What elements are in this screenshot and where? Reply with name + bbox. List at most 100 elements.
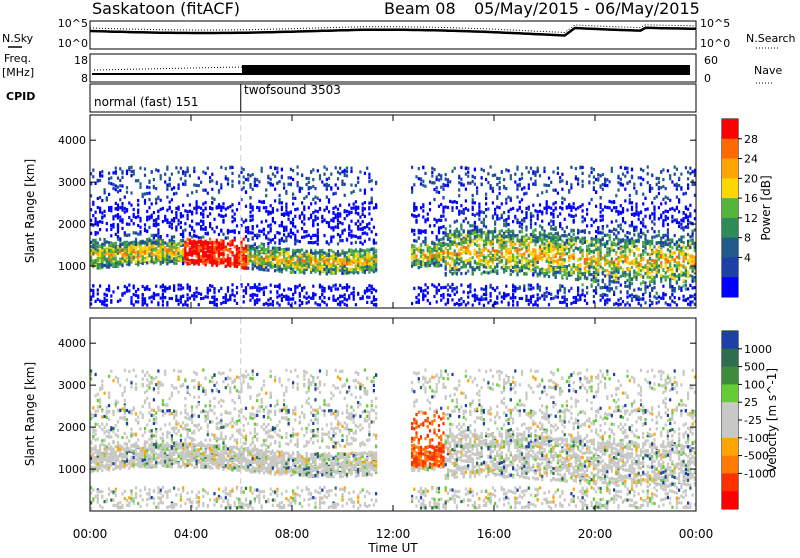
range-gate-cell <box>339 234 341 237</box>
range-gate-cell <box>151 234 153 237</box>
range-gate-cell <box>285 268 287 271</box>
range-gate-cell <box>364 231 366 234</box>
range-gate-cell <box>252 255 254 258</box>
range-gate-cell <box>476 192 478 195</box>
range-gate-cell <box>218 246 220 249</box>
range-gate-cell <box>460 223 462 226</box>
range-gate-cell <box>339 253 341 256</box>
range-gate-cell <box>249 203 251 206</box>
range-gate-cell <box>297 165 299 168</box>
range-gate-cell <box>182 249 184 252</box>
range-gate-cell <box>348 259 350 262</box>
range-gate-cell <box>294 285 296 288</box>
range-gate-cell <box>292 253 294 256</box>
range-gate-cell <box>166 244 168 247</box>
range-gate-cell <box>182 262 184 265</box>
range-gate-cell <box>209 212 211 215</box>
range-gate-cell <box>371 287 373 290</box>
range-gate-cell <box>350 263 352 266</box>
range-gate-cell <box>433 249 435 252</box>
range-gate-cell <box>550 257 552 260</box>
range-gate-cell <box>431 174 433 177</box>
range-gate-cell <box>438 239 440 242</box>
range-gate-cell <box>171 223 173 226</box>
range-gate-cell <box>254 258 256 261</box>
range-gate-cell <box>344 251 346 254</box>
range-gate-cell <box>314 218 316 221</box>
range-gate-cell <box>272 210 274 213</box>
range-gate-cell <box>499 217 501 220</box>
range-gate-cell <box>532 170 534 173</box>
range-gate-cell <box>373 247 375 250</box>
range-gate-cell <box>112 290 114 293</box>
range-gate-cell <box>422 240 424 243</box>
range-gate-cell <box>155 293 157 296</box>
range-gate-cell <box>485 202 487 205</box>
range-gate-cell <box>447 301 449 304</box>
range-gate-cell <box>337 187 339 190</box>
range-gate-cell <box>276 249 278 252</box>
range-gate-cell <box>339 239 341 242</box>
range-gate-cell <box>202 254 204 257</box>
range-gate-cell <box>207 296 209 299</box>
range-gate-cell <box>541 238 543 241</box>
range-gate-cell <box>133 213 135 216</box>
range-gate-cell <box>483 221 485 224</box>
range-gate-cell <box>220 247 222 250</box>
range-gate-cell <box>301 174 303 177</box>
range-gate-cell <box>501 259 503 262</box>
range-gate-cell <box>447 293 449 296</box>
range-gate-cell <box>182 170 184 173</box>
range-gate-cell <box>288 252 290 255</box>
range-gate-cell <box>301 261 303 264</box>
range-gate-cell <box>420 260 422 263</box>
range-gate-cell <box>357 181 359 184</box>
range-gate-cell <box>169 225 171 228</box>
range-gate-cell <box>99 263 101 266</box>
range-gate-cell <box>169 249 171 252</box>
range-gate-cell <box>276 167 278 170</box>
range-gate-cell <box>148 181 150 184</box>
range-gate-cell <box>256 266 258 269</box>
range-gate-cell <box>142 250 144 253</box>
range-gate-cell <box>481 183 483 186</box>
range-gate-cell <box>265 266 267 269</box>
range-gate-cell <box>299 266 301 269</box>
range-gate-cell <box>539 210 541 213</box>
range-gate-cell <box>137 215 139 218</box>
range-gate-cell <box>521 177 523 180</box>
range-gate-cell <box>418 286 420 289</box>
range-gate-cell <box>411 213 413 216</box>
range-gate-cell <box>97 245 99 248</box>
range-gate-cell <box>451 255 453 258</box>
range-gate-cell <box>119 184 121 187</box>
range-gate-cell <box>341 295 343 298</box>
range-gate-cell <box>92 203 94 206</box>
range-gate-cell <box>126 244 128 247</box>
range-gate-cell <box>261 262 263 265</box>
range-gate-cell <box>492 240 494 243</box>
range-gate-cell <box>299 284 301 287</box>
range-gate-cell <box>339 167 341 170</box>
range-gate-cell <box>534 253 536 256</box>
range-gate-cell <box>213 218 215 221</box>
range-gate-cell <box>97 206 99 209</box>
range-gate-cell <box>501 171 503 174</box>
range-gate-cell <box>258 245 260 248</box>
range-gate-cell <box>290 235 292 238</box>
range-gate-cell <box>539 253 541 256</box>
range-gate-cell <box>314 259 316 262</box>
range-gate-cell <box>196 295 198 298</box>
range-gate-cell <box>200 297 202 300</box>
range-gate-cell <box>110 261 112 264</box>
range-gate-cell <box>270 257 272 260</box>
range-gate-cell <box>106 240 108 243</box>
range-gate-cell <box>328 285 330 288</box>
range-gate-cell <box>451 233 453 236</box>
range-gate-cell <box>297 230 299 233</box>
range-gate-cell <box>508 303 510 306</box>
range-gate-cell <box>135 239 137 242</box>
range-gate-cell <box>496 214 498 217</box>
range-gate-cell <box>211 188 213 191</box>
range-gate-cell <box>476 212 478 215</box>
